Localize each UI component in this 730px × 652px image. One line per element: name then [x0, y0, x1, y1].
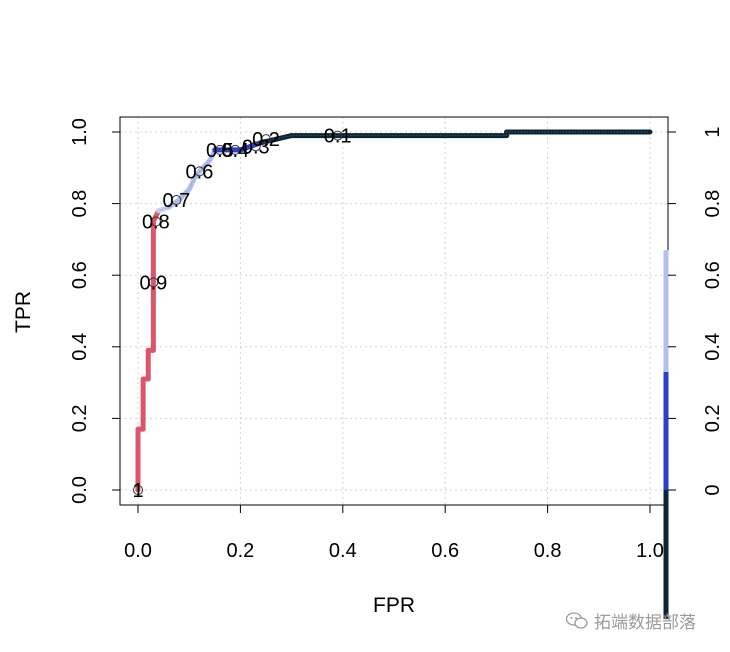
- cutoff-label-0: 1: [132, 480, 143, 502]
- colorbar-tick-label-2: 0.4: [702, 333, 724, 361]
- cutoff-label-8: 0.2: [252, 129, 280, 151]
- cutoff-marker-0: [133, 485, 143, 495]
- x-tick-label-4: 0.8: [534, 540, 562, 562]
- y-tick-label-5: 1.0: [69, 118, 91, 146]
- cutoff-label-1: 0.9: [139, 272, 167, 294]
- x-axis-title: FPR: [373, 594, 415, 617]
- cutoff-label-9: 0.1: [324, 126, 352, 148]
- colorbar-axis: 0 0.2 0.4 0.6 0.8 1: [663, 126, 724, 619]
- x-tick-label-3: 0.6: [431, 540, 459, 562]
- cutoff-marker-9: [332, 130, 343, 141]
- cutoff-label-7: 0.3: [242, 136, 270, 158]
- cutoff-labels: 1 0.9 0.80.7 0.60.50.40.30.2 0.1: [132, 126, 351, 502]
- cutoff-marker-2: [150, 216, 161, 227]
- y-tick-label-3: 0.6: [69, 261, 91, 289]
- cutoff-label-3: 0.7: [162, 190, 190, 212]
- roc-curve: [135, 129, 653, 493]
- watermark: 拓端数据部落: [566, 608, 696, 633]
- y-tick-label-4: 0.8: [69, 190, 91, 218]
- roc-dotted-overlay: [137, 131, 650, 490]
- cutoff-label-6: 0.4: [221, 140, 249, 162]
- y-tick-label-0: 0.0: [69, 476, 91, 504]
- cutoff-marker-4: [194, 166, 205, 177]
- colorbar-tick-label-0: 0: [702, 484, 724, 495]
- x-tick-label-0: 0.0: [124, 540, 152, 562]
- y-axis-title: TPR: [12, 291, 35, 333]
- cutoff-marker-7: [250, 141, 261, 152]
- x-axis: 0.0 0.2 0.4 0.6 0.8 1.0: [124, 505, 664, 562]
- cutoff-marker-5: [214, 144, 225, 155]
- y-tick-label-1: 0.2: [69, 404, 91, 432]
- colorbar-tick-label-4: 0.8: [702, 190, 724, 218]
- colorbar-tick-label-5: 1: [702, 126, 724, 137]
- cutoff-label-5: 0.5: [206, 140, 234, 162]
- cutoff-marker-6: [230, 144, 241, 155]
- cutoff-marker-8: [261, 134, 271, 145]
- wechat-icon: [566, 611, 588, 629]
- colorbar-tick-label-1: 0.2: [702, 404, 724, 432]
- cutoff-marker-1: [148, 277, 159, 288]
- cutoff-label-4: 0.6: [186, 161, 214, 183]
- watermark-text: 拓端数据部落: [594, 613, 696, 633]
- x-tick-label-2: 0.4: [329, 540, 357, 562]
- y-axis: 0.0 0.2 0.4 0.6 0.8 1.0: [69, 118, 120, 504]
- cutoff-label-2: 0.8: [142, 212, 170, 234]
- cutoff-marker-3: [171, 195, 182, 206]
- x-tick-label-1: 0.2: [226, 540, 254, 562]
- x-tick-label-5: 1.0: [636, 540, 664, 562]
- y-tick-label-2: 0.4: [69, 333, 91, 361]
- colorbar-tick-label-3: 0.6: [702, 261, 724, 289]
